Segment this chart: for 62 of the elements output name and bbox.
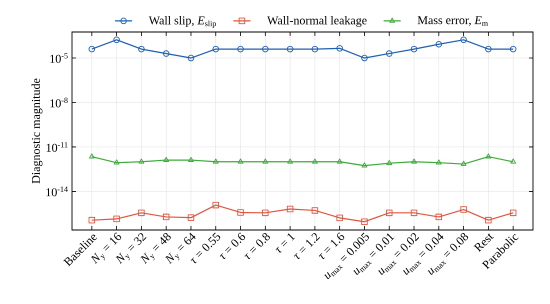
point — [312, 46, 318, 52]
point — [88, 216, 96, 224]
x-tick-label: τ = 0.8 — [244, 232, 270, 260]
point — [510, 210, 516, 216]
point — [262, 158, 268, 164]
y-tick-label: 10$^{-5}$ — [50, 53, 68, 63]
point — [460, 206, 467, 213]
point — [336, 214, 343, 222]
point — [485, 216, 492, 224]
point — [436, 40, 442, 48]
x-tick-label: τ = 0.6 — [220, 232, 246, 260]
legend-label: Wall-normal leakage — [267, 16, 367, 27]
point — [212, 46, 220, 52]
point — [361, 54, 368, 62]
y-tick-label: 10$^{-14}$ — [46, 186, 68, 196]
point — [460, 36, 467, 44]
point — [138, 210, 145, 216]
point — [485, 46, 492, 52]
y-tick-label: 10$^{-8}$ — [50, 98, 68, 108]
point — [114, 159, 120, 165]
point — [486, 153, 492, 159]
point — [460, 160, 466, 166]
point — [386, 160, 392, 166]
point — [312, 207, 318, 214]
point — [188, 214, 194, 221]
point — [238, 158, 244, 164]
x-tick-label: τ = 1 — [276, 233, 296, 253]
point — [362, 162, 368, 168]
point — [138, 46, 145, 52]
point — [262, 46, 269, 52]
point — [262, 210, 269, 216]
legend-label: Wall slip, E$_{slip}$ — [148, 16, 216, 28]
point — [113, 216, 120, 222]
point — [237, 46, 244, 52]
point — [386, 50, 392, 57]
point — [386, 210, 392, 216]
point — [286, 206, 294, 212]
point — [410, 46, 418, 52]
point — [188, 54, 194, 62]
point — [361, 218, 368, 225]
point — [212, 202, 220, 208]
legend-label: Mass error, E$_{m}$ — [418, 16, 488, 26]
point — [138, 158, 144, 164]
point — [162, 50, 170, 57]
point — [436, 214, 442, 220]
point — [162, 214, 170, 220]
x-tick-label: τ = 1.2 — [294, 233, 320, 260]
point — [237, 209, 244, 216]
point — [410, 210, 418, 216]
point — [188, 156, 194, 162]
point — [287, 158, 293, 164]
point — [436, 159, 442, 165]
point — [163, 156, 170, 162]
point — [212, 158, 219, 164]
point — [336, 158, 343, 164]
point — [113, 36, 120, 44]
point — [312, 158, 318, 164]
point — [286, 46, 294, 52]
y-tick-label: 10$^{-11}$ — [46, 142, 68, 152]
y-axis-title: Diagnostic magnitude — [32, 78, 42, 184]
point — [336, 45, 343, 52]
point — [411, 158, 417, 164]
